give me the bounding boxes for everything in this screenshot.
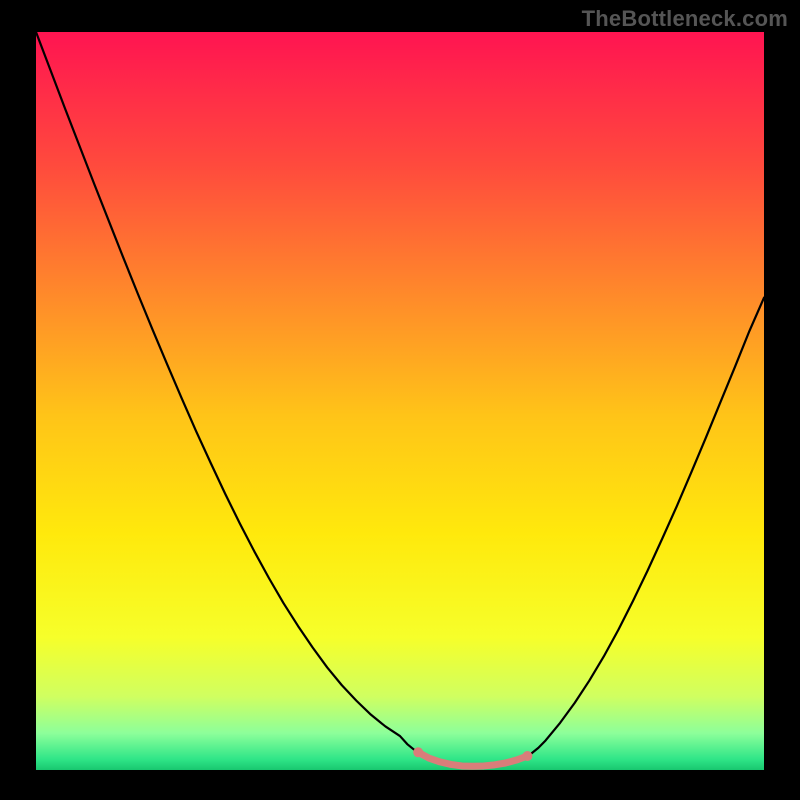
optimal-range-end-dot <box>522 751 532 761</box>
bottleneck-chart <box>0 0 800 800</box>
optimal-range-start-dot <box>413 747 423 757</box>
chart-container: TheBottleneck.com <box>0 0 800 800</box>
chart-background-gradient <box>36 32 764 770</box>
watermark-text: TheBottleneck.com <box>582 6 788 32</box>
